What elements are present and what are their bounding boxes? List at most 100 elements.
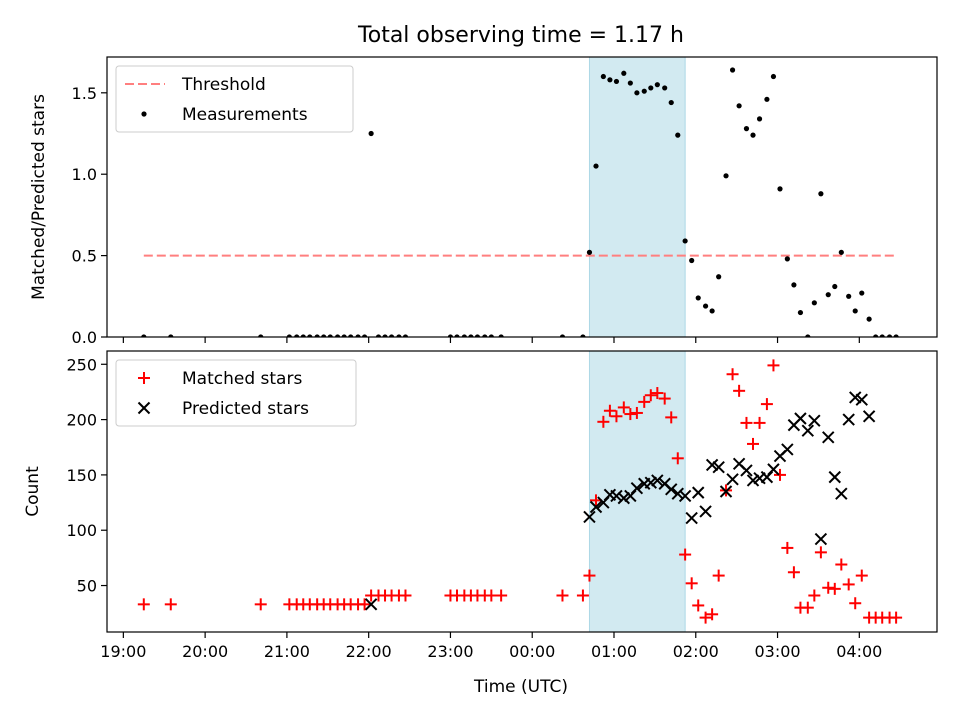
predicted-star-point <box>705 458 719 472</box>
chart-title: Total observing time = 1.17 h <box>357 23 684 48</box>
predicted-star-point <box>801 424 815 437</box>
predicted-star-point <box>855 393 868 406</box>
predicted-star-point <box>364 598 378 611</box>
measurement-point <box>716 274 722 280</box>
matched-star-point <box>556 589 569 602</box>
y-tick-label: 0.0 <box>72 328 97 347</box>
y-tick-label: 1.5 <box>72 84 97 103</box>
measurement-point <box>286 334 292 337</box>
measurement-point <box>832 283 838 290</box>
predicted-star-point <box>849 391 862 404</box>
x-tick-label: 21:00 <box>264 642 310 661</box>
measurement-point <box>361 334 368 337</box>
measurement-point <box>709 308 715 314</box>
matched-star-point <box>583 569 596 582</box>
x-tick-label: 02:00 <box>673 642 719 661</box>
matched-star-point <box>842 578 855 591</box>
measurement-point <box>838 249 844 255</box>
measurement-point <box>141 334 147 337</box>
x-tick-label: 04:00 <box>836 642 882 661</box>
matched-star-point <box>801 601 814 614</box>
predicted-star-point <box>699 505 712 518</box>
measurement-point <box>764 96 770 102</box>
x-tick-label: 19:00 <box>100 642 146 661</box>
observing-window-shade <box>588 351 686 632</box>
matched-star-point <box>753 416 766 429</box>
matched-star-point <box>630 406 643 419</box>
bottom-panel: 50 100 150 200 250 19:00 20:00 21:00 22:00 23:00 0… <box>23 350 938 661</box>
matched-star-point <box>787 566 800 579</box>
legend-predicted-swatch <box>137 401 151 415</box>
predicted-star-point <box>651 474 664 487</box>
measurement-point <box>682 238 688 244</box>
measurement-point <box>580 334 586 337</box>
measurement-point <box>321 334 327 337</box>
predicted-star-point <box>746 474 760 487</box>
measurement-point <box>461 334 467 337</box>
matched-star-point <box>137 598 150 611</box>
plot-area <box>141 57 899 337</box>
measurement-point <box>668 99 674 106</box>
predicted-star-point <box>808 414 821 427</box>
measurement-point <box>300 334 306 337</box>
matched-star-point <box>699 611 712 624</box>
measurement-point <box>593 163 599 169</box>
predicted-star-point <box>630 481 644 495</box>
y-axis-label: Count <box>23 466 43 517</box>
measurement-point <box>168 334 174 337</box>
y-axis-label: Matched/Predicted stars <box>29 94 49 300</box>
matched-star-point <box>164 598 177 611</box>
measurement-point <box>314 334 320 337</box>
measurement-point <box>402 334 409 337</box>
measurement-point <box>586 249 593 255</box>
measurement-point <box>662 85 668 91</box>
matched-star-point <box>576 589 589 602</box>
matched-star-point <box>692 599 705 612</box>
legend-label: Threshold <box>181 75 266 95</box>
y-tick-label: 50 <box>77 577 97 596</box>
predicted-star-point <box>678 489 692 503</box>
predicted-star-point <box>767 463 780 476</box>
matched-star-point <box>685 577 698 590</box>
legend: Threshold Measurements <box>115 65 354 133</box>
matched-star-point <box>712 569 725 582</box>
predicted-star-point <box>726 473 739 486</box>
measurement-point <box>770 73 777 80</box>
x-axis-label: Time (UTC) <box>473 677 568 697</box>
measurement-point <box>600 73 606 80</box>
predicted-star-point <box>822 431 835 444</box>
measurement-point <box>396 334 402 337</box>
x-tick-label: 00:00 <box>509 642 555 661</box>
matched-star-point <box>781 541 794 554</box>
predicted-star-point <box>814 532 828 546</box>
matched-star-point <box>671 452 684 465</box>
matched-star-point <box>254 598 267 611</box>
matched-star-point <box>828 582 841 595</box>
matched-star-point <box>603 404 616 417</box>
measurement-point <box>375 334 382 337</box>
predicted-star-point <box>644 476 658 489</box>
measurement-point <box>675 132 681 138</box>
predicted-star-point <box>842 413 855 426</box>
predicted-star-point <box>862 410 876 423</box>
measurement-point <box>388 334 395 337</box>
predicted-star-point <box>794 412 807 425</box>
matched-star-point <box>767 359 780 372</box>
matched-star-point <box>740 416 753 429</box>
predicted-star-point <box>685 511 698 525</box>
y-tick-label: 150 <box>66 466 97 485</box>
x-tick-label: 22:00 <box>346 642 392 661</box>
measurement-point <box>702 303 709 309</box>
predicted-star-point <box>671 487 684 500</box>
matched-star-point <box>747 437 760 450</box>
x-tick-label: 01:00 <box>591 642 637 661</box>
measurement-point <box>368 130 374 137</box>
matched-star-point <box>760 398 773 411</box>
matched-star-point <box>658 392 671 405</box>
measurement-point <box>777 186 783 192</box>
y-tick-label: 250 <box>66 355 97 374</box>
measurement-point <box>879 334 885 337</box>
measurement-point <box>818 191 824 197</box>
matched-star-point <box>644 389 657 402</box>
